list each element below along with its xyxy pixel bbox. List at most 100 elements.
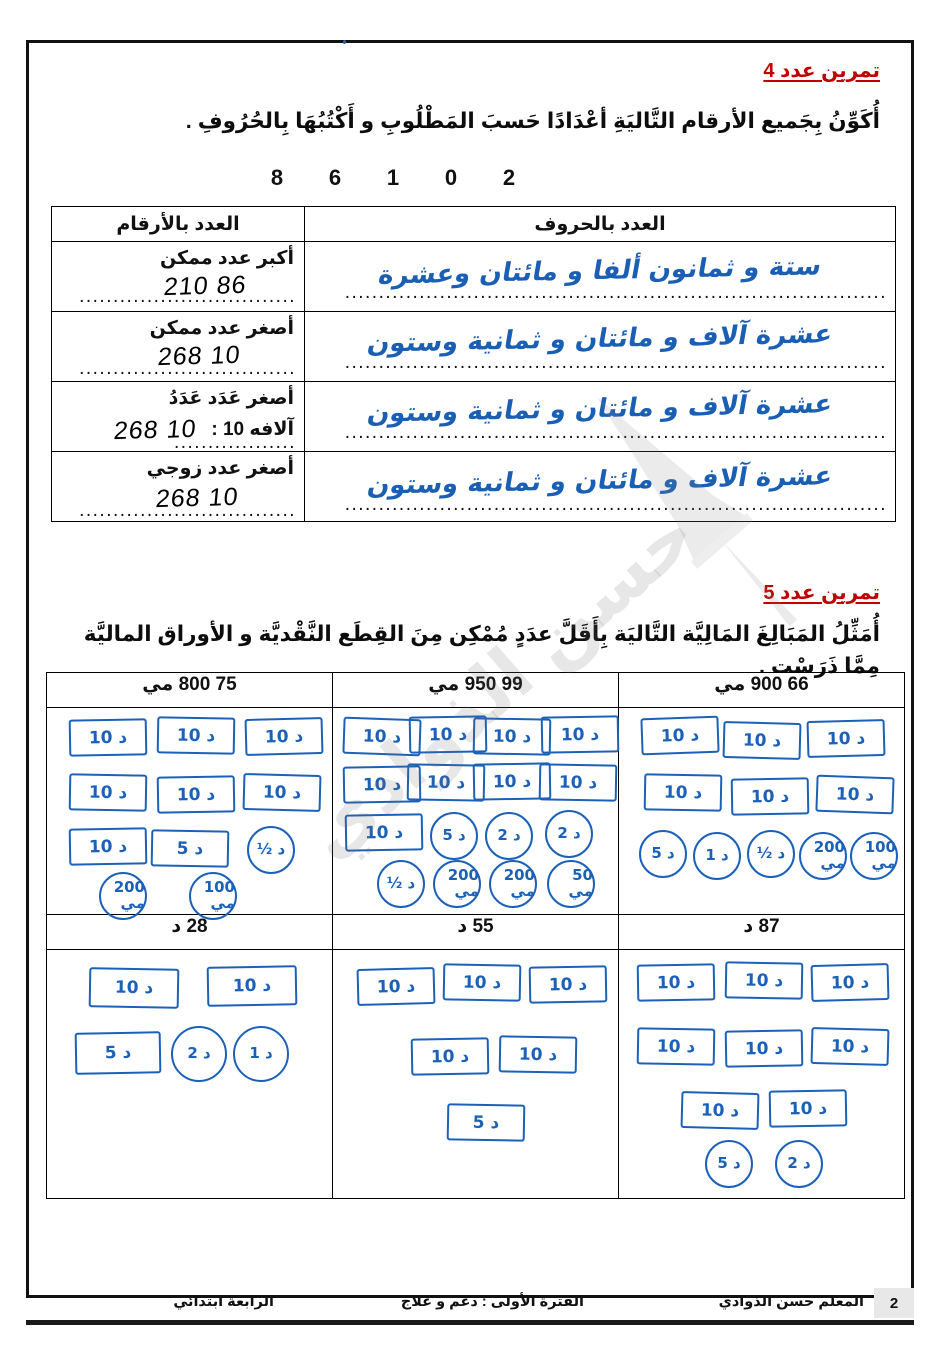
prompt-cell-4: أصغر عدد زوجي 10 268 ...................…	[51, 451, 305, 522]
coin-2d: د 2	[171, 1026, 227, 1082]
table-row: عشرة آلاف و مائتان و ثمانية وستون ......…	[51, 381, 896, 453]
footer-grade: الرابعة ابتدائي	[173, 1294, 274, 1310]
coin-200m: 200 مي	[489, 860, 537, 908]
coin-5d: د 5	[639, 830, 687, 878]
banknote-10d: د 10	[88, 967, 180, 1009]
amount-header-28d: 28 د	[46, 914, 333, 950]
coin-1d: د 1	[233, 1026, 289, 1082]
banknote-10d: د 10	[344, 813, 424, 852]
coin-half-d: د ½	[747, 830, 795, 878]
money-cell-75800[interactable]: د 10 د 10 د 10 د 10 د 10 د 10 د 10 د 5 د…	[46, 707, 333, 920]
coin-200m: 200 مي	[799, 832, 847, 880]
banknote-10d: د 10	[724, 961, 804, 1000]
money-cell-87d[interactable]: د 10 د 10 د 10 د 10 د 10 د 10 د 10 د 10 …	[618, 949, 905, 1199]
banknote-10d: د 10	[540, 715, 620, 754]
exercise-4-heading: تمرين عدد 4	[763, 60, 880, 82]
prompt-cell-3: أصغر عَدَد عَدَدُ آلافه 10 : 10 268 ....…	[51, 381, 305, 453]
coin-50m: 50 مي	[547, 860, 595, 908]
footer-period: الفترة الأولى : دعم و علاج	[400, 1294, 584, 1310]
banknote-10d: د 10	[356, 966, 436, 1007]
dotted-line-4: ........................................…	[344, 494, 887, 515]
banknote-10d: د 10	[156, 716, 236, 755]
banknote-10d: د 10	[342, 716, 422, 757]
banknote-10d: د 10	[68, 718, 148, 757]
dotted-line-2: ........................................…	[344, 352, 887, 373]
money-cell-55d[interactable]: د 10 د 10 د 10 د 10 د 10 د 5	[332, 949, 619, 1199]
banknote-10d: د 10	[498, 1035, 578, 1074]
digit-8: 8	[270, 165, 284, 190]
coin-half-d: د ½	[247, 826, 295, 874]
banknote-10d: د 10	[806, 718, 886, 759]
banknote-10d: د 10	[810, 962, 890, 1003]
banknote-10d: د 10	[643, 773, 723, 812]
banknote-10d: د 10	[156, 775, 236, 814]
exercise-4-instruction: أُكَوِّنُ بِجَميع الأرقام التَّاليَةِ أع…	[185, 109, 880, 133]
dotted-line-digits-1: ................................	[79, 286, 296, 307]
footer-divider	[26, 1320, 914, 1325]
banknote-10d: د 10	[342, 765, 422, 804]
amount-header-75800: 75 800 مي	[46, 672, 333, 708]
money-cell-66900[interactable]: د 10 د 10 د 10 د 10 د 10 د 10 100 مي 200…	[618, 707, 905, 915]
table-row: ستة و ثمانون ألفا و مائتان وعشرة .......…	[51, 241, 896, 312]
coin-2d: د 2	[545, 810, 593, 858]
banknote-10d: د 10	[206, 965, 298, 1007]
money-drawing-row-1: د 10 د 10 د 10 د 10 د 10 د 10 100 مي 200…	[46, 707, 905, 920]
coin-100m: 100 مي	[850, 832, 898, 880]
banknote-10d: د 10	[410, 1037, 490, 1076]
header-number-in-words: العدد بالحروف	[304, 206, 896, 242]
dotted-line-3: ........................................…	[344, 422, 887, 443]
row-label-smallest-even-number: أصغر عدد زوجي	[146, 458, 294, 479]
money-cell-99950[interactable]: د 10 د 10 د 10 د 10 د 10 د 10 د 10 د 10 …	[332, 707, 620, 915]
row-label-smallest-with-10-thousands-cont: آلافه 10 :	[211, 419, 294, 440]
money-drawing-row-2: د 10 د 10 د 10 د 10 د 10 د 10 د 10 د 10 …	[46, 949, 905, 1199]
digit-0: 0	[444, 165, 458, 190]
coin-200m: 200 مي	[99, 872, 147, 920]
row-label-smallest-number: أصغر عدد ممكن	[149, 318, 294, 339]
dotted-line-digits-4: ................................	[79, 500, 296, 521]
banknote-10d: د 10	[810, 1026, 890, 1067]
banknote-10d: د 10	[730, 777, 810, 816]
coin-1d: د 1	[693, 832, 741, 880]
banknote-10d: د 10	[724, 1029, 804, 1068]
banknote-5d: د 5	[150, 829, 230, 868]
table-row: عشرة آلاف و مائتان و ثمانية وستون ......…	[51, 311, 896, 382]
coin-200m: 200 مي	[433, 860, 481, 908]
dotted-line-1: ........................................…	[344, 282, 887, 303]
banknote-10d: د 10	[722, 720, 802, 761]
prompt-cell-1: أكبر عدد ممكن 86 210 ...................…	[51, 241, 305, 312]
row-label-smallest-with-10-thousands: أصغر عَدَد عَدَدُ	[168, 388, 294, 409]
answer-words-cell-2[interactable]: عشرة آلاف و مائتان و ثمانية وستون ......…	[304, 311, 896, 382]
amount-header-row-2: 87 د 55 د 28 د	[46, 914, 905, 950]
table-row: عشرة آلاف و مائتان و ثمانية وستون ......…	[51, 451, 896, 522]
banknote-10d: د 10	[636, 1027, 716, 1066]
money-cell-28d[interactable]: د 10 د 10 د 1 د 2 د 5	[46, 949, 333, 1199]
digit-2: 2	[502, 165, 516, 190]
page-footer: 2 المعلم حسن الذوادي الفترة الأولى : دعم…	[26, 1288, 914, 1328]
prompt-cell-2: أصغر عدد ممكن 10 268 ...................…	[51, 311, 305, 382]
stray-ink-dot	[343, 40, 346, 44]
banknote-10d: د 10	[242, 772, 322, 813]
coin-half-d: د ½	[377, 860, 425, 908]
coin-5d: د 5	[705, 1140, 753, 1188]
answer-words-cell-4[interactable]: عشرة آلاف و مائتان و ثمانية وستون ......…	[304, 451, 896, 522]
header-number-in-digits: العدد بالأرقام	[51, 206, 305, 242]
digit-6: 6	[328, 165, 342, 190]
answer-words-cell-1[interactable]: ستة و ثمانون ألفا و مائتان وعشرة .......…	[304, 241, 896, 312]
banknote-10d: د 10	[244, 716, 324, 757]
banknote-10d: د 10	[640, 715, 720, 756]
page-number: 2	[874, 1288, 914, 1318]
amount-header-99950: 99 950 مي	[332, 672, 619, 708]
amount-header-55d: 55 د	[332, 914, 619, 950]
exercise-4-table: العدد بالحروف العدد بالأرقام ستة و ثمانو…	[51, 206, 896, 522]
banknote-5d: د 5	[446, 1103, 526, 1142]
banknote-10d: د 10	[815, 774, 895, 815]
banknote-10d: د 10	[68, 773, 148, 812]
dotted-line-digits-3: ..................	[173, 432, 296, 453]
footer-teacher: المعلم حسن الذوادي	[718, 1294, 864, 1310]
table-header-row: العدد بالحروف العدد بالأرقام	[51, 206, 896, 242]
dotted-line-digits-2: ................................	[79, 358, 296, 379]
answer-words-cell-3[interactable]: عشرة آلاف و مائتان و ثمانية وستون ......…	[304, 381, 896, 452]
digit-1: 1	[386, 165, 400, 190]
banknote-10d: د 10	[680, 1090, 760, 1131]
row-label-largest-number: أكبر عدد ممكن	[159, 248, 294, 269]
